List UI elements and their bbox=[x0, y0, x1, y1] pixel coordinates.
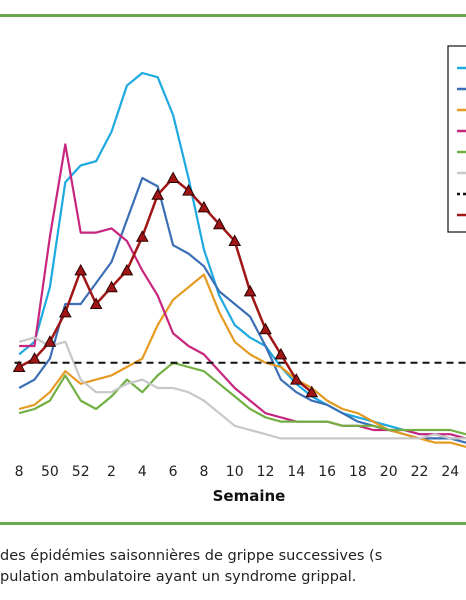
series-marker-triangle bbox=[305, 385, 319, 398]
series-marker-triangle bbox=[120, 263, 134, 276]
figure-bottom-border bbox=[0, 522, 466, 525]
x-tick-label: 10 bbox=[226, 464, 244, 480]
figure-top-border bbox=[0, 14, 466, 17]
series-marker-triangle bbox=[135, 230, 149, 242]
x-tick-label: 16 bbox=[318, 464, 336, 480]
x-tick-label: 18 bbox=[349, 464, 367, 480]
series-line-8 bbox=[18, 176, 313, 394]
series-line-6 bbox=[18, 336, 466, 440]
series-marker-triangle bbox=[74, 263, 88, 276]
caption-line-2: pulation ambulatoire ayant un syndrome g… bbox=[0, 569, 357, 585]
series-marker-triangle bbox=[182, 184, 195, 196]
x-tick-label: 24 bbox=[441, 464, 459, 480]
series-marker-triangle bbox=[289, 373, 303, 385]
series-marker-triangle bbox=[105, 280, 118, 293]
legend-box bbox=[447, 45, 466, 233]
x-tick-label: 14 bbox=[287, 464, 305, 480]
series-marker-triangle bbox=[243, 284, 257, 297]
x-axis-label: Semaine bbox=[213, 487, 286, 505]
series-marker-triangle bbox=[197, 200, 211, 213]
x-tick-label: 22 bbox=[411, 464, 429, 480]
marker-layer bbox=[12, 171, 319, 398]
x-tick-label: 4 bbox=[138, 464, 147, 480]
series-marker-triangle bbox=[151, 188, 165, 200]
x-tick-label: 50 bbox=[41, 464, 59, 480]
x-tick-label: 6 bbox=[169, 464, 178, 480]
legend bbox=[447, 45, 466, 233]
x-tick-label: 52 bbox=[72, 464, 90, 480]
series-line-5 bbox=[18, 361, 466, 436]
x-tick-label: 8 bbox=[15, 464, 24, 480]
figure-caption: des épidémies saisonnières de grippe suc… bbox=[0, 546, 466, 588]
series-marker-triangle bbox=[274, 347, 288, 360]
series-marker-triangle bbox=[43, 335, 57, 347]
series-line-4 bbox=[19, 143, 466, 440]
x-tick-label: 2 bbox=[107, 464, 116, 480]
x-tick-label: 20 bbox=[380, 464, 398, 480]
series-marker-triangle bbox=[212, 217, 226, 230]
series-line-3 bbox=[18, 273, 466, 448]
series-marker-triangle bbox=[89, 297, 103, 309]
caption-line-1: des épidémies saisonnières de grippe suc… bbox=[0, 548, 383, 564]
x-tick-label: 8 bbox=[199, 464, 208, 480]
plot-area bbox=[18, 71, 466, 448]
series-marker-triangle bbox=[28, 352, 41, 364]
series-marker-triangle bbox=[228, 234, 242, 246]
x-tick-labels: 8505224681012141618202224262 bbox=[15, 464, 460, 480]
series-marker-triangle bbox=[58, 305, 72, 318]
series-marker-triangle bbox=[12, 360, 26, 372]
series-marker-triangle bbox=[166, 171, 180, 183]
series-marker-triangle bbox=[259, 322, 272, 335]
x-tick-label: 12 bbox=[257, 464, 275, 480]
